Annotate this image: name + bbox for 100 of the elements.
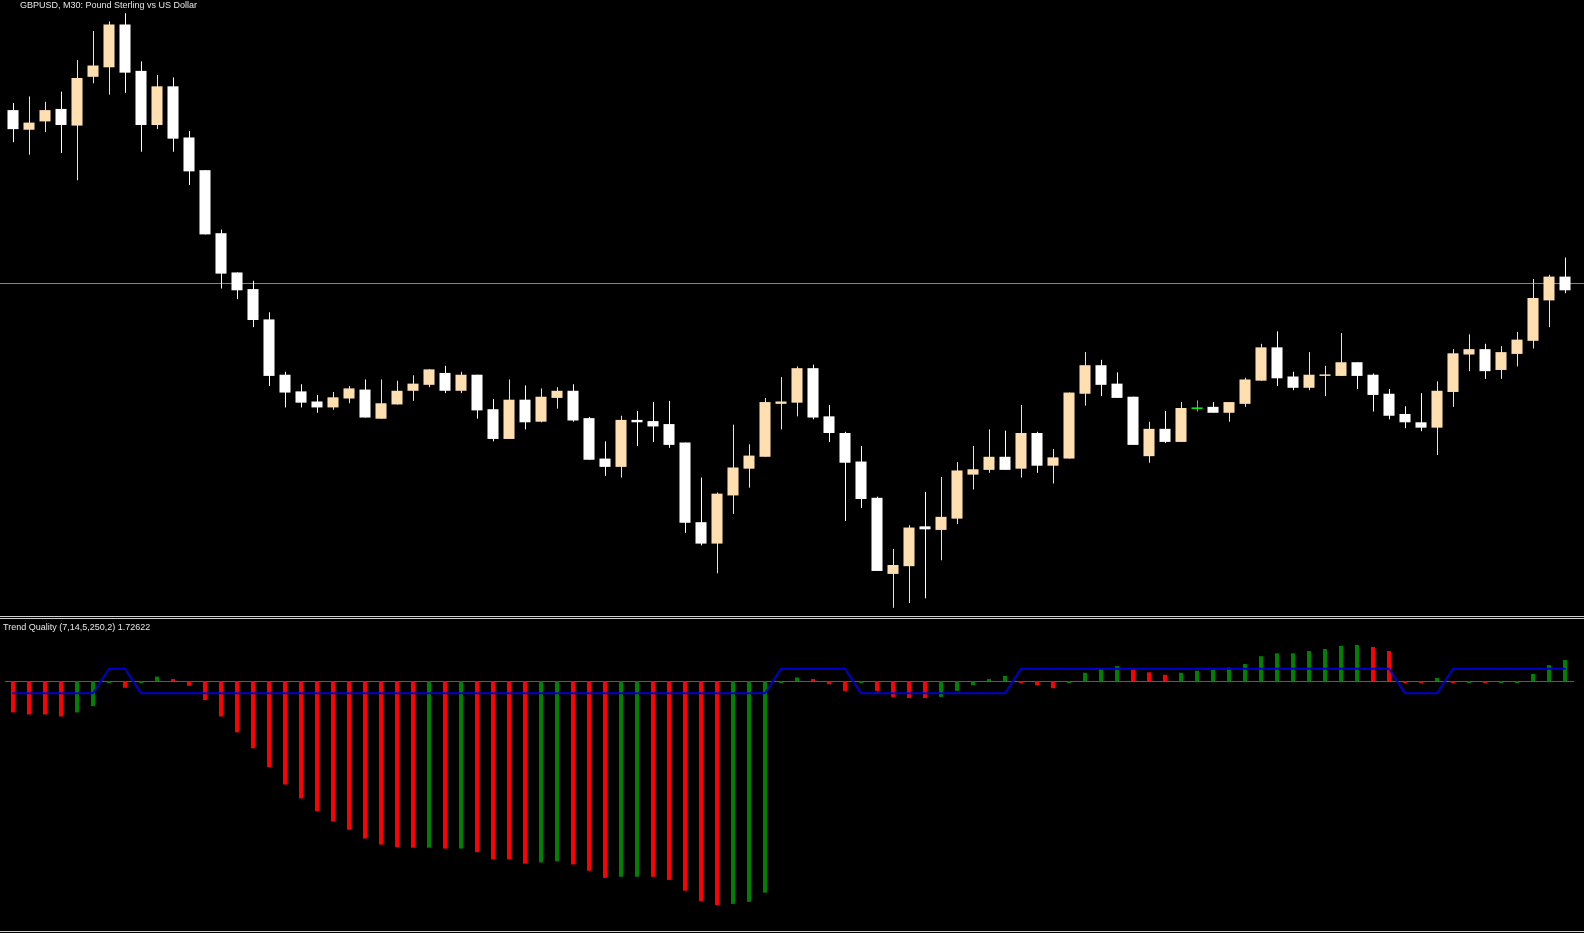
bar bbox=[587, 681, 591, 871]
bar bbox=[235, 681, 239, 733]
bar bbox=[1515, 681, 1519, 684]
bar bbox=[107, 681, 111, 684]
candlestick bbox=[1303, 351, 1315, 391]
bar bbox=[139, 681, 143, 684]
candlestick bbox=[743, 443, 755, 489]
candlestick bbox=[695, 477, 707, 546]
candlestick bbox=[1479, 343, 1491, 380]
candlestick bbox=[23, 95, 35, 156]
bar bbox=[715, 681, 719, 905]
candlestick bbox=[887, 548, 899, 609]
candlestick bbox=[663, 400, 675, 449]
bar bbox=[731, 681, 735, 904]
candlestick bbox=[7, 102, 19, 143]
candlestick bbox=[1287, 371, 1299, 391]
bar bbox=[123, 681, 127, 688]
bar bbox=[1531, 673, 1535, 682]
bar bbox=[187, 681, 191, 686]
bar bbox=[1195, 670, 1199, 682]
bar bbox=[59, 681, 63, 717]
bar bbox=[1323, 649, 1327, 682]
bar bbox=[523, 681, 527, 864]
chart-title: GBPUSD, M30: Pound Sterling vs US Dollar bbox=[20, 0, 198, 11]
candlestick bbox=[375, 378, 387, 420]
bar bbox=[1467, 681, 1471, 684]
bar bbox=[827, 681, 831, 685]
bar bbox=[75, 681, 79, 713]
chart-title: Trend Quality (7,14,5,250,2) 1.72622 bbox=[3, 622, 151, 633]
bar bbox=[1371, 647, 1375, 682]
bar bbox=[1403, 681, 1407, 684]
candlestick bbox=[39, 101, 51, 133]
candlestick bbox=[935, 476, 947, 561]
candlestick bbox=[1319, 365, 1331, 397]
bar bbox=[1291, 653, 1295, 682]
bar bbox=[363, 681, 367, 839]
bar bbox=[331, 681, 335, 822]
candlestick bbox=[999, 430, 1011, 471]
candlestick bbox=[919, 491, 931, 599]
bar bbox=[475, 681, 479, 853]
bar bbox=[571, 681, 575, 865]
candlestick bbox=[55, 91, 67, 154]
bar bbox=[347, 681, 351, 830]
candlestick bbox=[519, 384, 531, 430]
bar bbox=[27, 681, 31, 715]
candlestick bbox=[1095, 359, 1107, 397]
candlestick bbox=[1495, 345, 1507, 380]
bar bbox=[683, 681, 687, 891]
candlestick bbox=[631, 410, 643, 447]
candlestick bbox=[1559, 257, 1571, 294]
bar bbox=[1563, 660, 1567, 682]
bar bbox=[1499, 681, 1503, 684]
bar bbox=[875, 681, 879, 691]
bar bbox=[795, 677, 799, 682]
candlestick bbox=[775, 376, 787, 430]
bar bbox=[667, 681, 671, 880]
candlestick bbox=[87, 30, 99, 84]
candlestick bbox=[1511, 331, 1523, 367]
bar bbox=[971, 681, 975, 686]
candlestick bbox=[551, 386, 563, 410]
candlestick bbox=[647, 401, 659, 443]
bar bbox=[283, 681, 287, 785]
bar bbox=[1387, 651, 1391, 682]
bar bbox=[635, 681, 639, 877]
candlestick bbox=[455, 371, 467, 394]
bar bbox=[1035, 681, 1039, 686]
candlestick bbox=[231, 271, 243, 300]
bar bbox=[843, 681, 847, 691]
bar bbox=[603, 681, 607, 878]
bar bbox=[1067, 681, 1071, 684]
bar bbox=[987, 679, 991, 682]
candlestick bbox=[1543, 274, 1555, 328]
bar bbox=[443, 681, 447, 849]
bar bbox=[1275, 653, 1279, 682]
bar bbox=[1435, 677, 1439, 682]
candlestick bbox=[439, 365, 451, 394]
candlestick bbox=[279, 371, 291, 408]
bar bbox=[779, 681, 783, 684]
bar bbox=[379, 681, 383, 845]
bar bbox=[1307, 651, 1311, 682]
bar bbox=[1259, 656, 1263, 682]
candlestick bbox=[599, 440, 611, 477]
candlestick bbox=[1111, 371, 1123, 399]
bar bbox=[1131, 669, 1135, 682]
candlestick bbox=[1335, 332, 1347, 377]
bar bbox=[427, 681, 431, 848]
bar bbox=[1147, 672, 1151, 682]
bar bbox=[251, 681, 255, 749]
candlestick bbox=[1415, 392, 1427, 432]
bar bbox=[395, 681, 399, 847]
bar bbox=[811, 679, 815, 682]
candlestick bbox=[1191, 399, 1203, 413]
bar bbox=[1451, 681, 1455, 684]
bar bbox=[651, 681, 655, 877]
bar bbox=[43, 681, 47, 715]
bar bbox=[763, 681, 767, 893]
bar bbox=[491, 681, 495, 860]
bar bbox=[1355, 645, 1359, 682]
candlestick bbox=[407, 374, 419, 402]
bar bbox=[699, 681, 703, 901]
